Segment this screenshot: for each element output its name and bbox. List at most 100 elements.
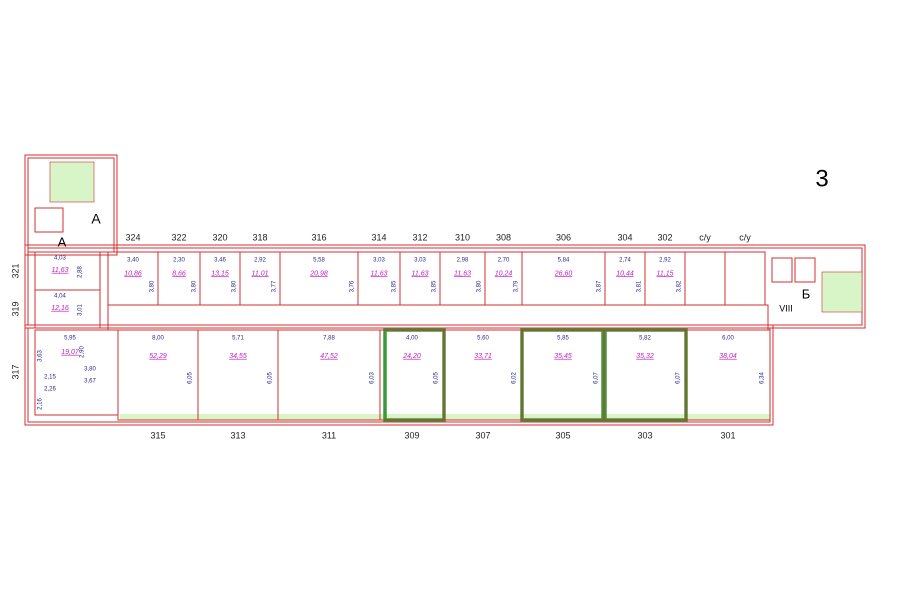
room-number: с/у [699, 232, 711, 242]
room [443, 329, 523, 421]
room-area: 26,60 [554, 270, 573, 277]
room-number: 317 [10, 364, 20, 379]
room-depth: 6,05 [268, 372, 274, 384]
room-number: 301 [720, 430, 735, 440]
room-depth: 3,77 [272, 280, 278, 292]
room-area: 11,63 [412, 270, 429, 277]
room-width: 3,03 [414, 258, 426, 264]
room-area: 11,63 [454, 270, 471, 277]
room-width: 5,58 [313, 258, 325, 264]
room [724, 251, 766, 306]
room [277, 329, 381, 421]
room-dimension: 2,15 [44, 375, 56, 381]
room-area: 8,66 [172, 270, 186, 277]
room [34, 289, 101, 329]
room [684, 251, 726, 306]
highlight [603, 328, 688, 422]
room [603, 329, 687, 421]
room-dimension: 2,16 [38, 398, 44, 410]
room-number: 315 [150, 430, 165, 440]
room-number: 318 [252, 232, 267, 242]
marker: VIII [779, 303, 793, 313]
room-depth: 3,85 [432, 280, 438, 292]
room-area: 11,63 [371, 270, 388, 277]
room-number: 307 [475, 430, 490, 440]
room [521, 329, 605, 421]
room-width: 2,70 [498, 258, 510, 264]
room-number: 302 [657, 232, 672, 242]
room-number: 308 [496, 232, 511, 242]
room-dimension: 3,80 [84, 367, 96, 373]
room-area: 12,16 [51, 305, 69, 312]
room-width: 4,00 [406, 336, 418, 342]
highlight [520, 328, 605, 422]
room-number: 304 [617, 232, 632, 242]
room-depth: 3,87 [597, 280, 603, 292]
room-number: 312 [412, 232, 427, 242]
room-number: 316 [311, 232, 326, 242]
room-depth: 3,79 [514, 280, 520, 292]
room-width: 2,30 [173, 258, 185, 264]
room-width: 7,88 [323, 336, 335, 342]
room [685, 329, 771, 421]
room-number: 311 [322, 430, 336, 440]
room-area: 10,24 [495, 270, 513, 277]
room-number: 324 [125, 232, 140, 242]
room-depth: 3,63 [38, 350, 44, 362]
room-width: 2,92 [659, 258, 671, 264]
room-depth: 3,01 [78, 304, 84, 316]
room-number: 303 [637, 430, 652, 440]
room-width: 2,98 [457, 258, 469, 264]
room-depth: 3,85 [392, 280, 398, 292]
room-dimension: 2,90 [80, 346, 86, 358]
room-area: 19,07 [61, 349, 80, 356]
room-area: 33,71 [474, 353, 492, 360]
room-dimension: 3,67 [84, 379, 96, 385]
room-area: 35,45 [554, 353, 572, 360]
room [34, 329, 119, 416]
room-number: 321 [10, 263, 20, 278]
room-number: 306 [556, 232, 571, 242]
room [197, 329, 279, 421]
room-depth: 3,81 [637, 280, 643, 292]
room-width: 5,85 [557, 336, 569, 342]
room-depth: 3,76 [350, 280, 356, 292]
room-area: 35,32 [636, 353, 654, 360]
room [117, 329, 199, 421]
room-area: 11,63 [52, 267, 69, 274]
room-depth: 3,80 [477, 280, 483, 292]
room-depth: 3,82 [677, 280, 683, 292]
room-width: 5,84 [558, 258, 570, 264]
room-depth: 6,03 [370, 372, 376, 384]
room-area: 52,29 [149, 353, 167, 360]
room-width: 5,71 [232, 336, 244, 342]
room-number: 305 [555, 430, 570, 440]
room-area: 24,20 [402, 353, 421, 360]
room-number: 310 [455, 232, 470, 242]
room-depth: 6,02 [512, 372, 518, 384]
room-area: 34,55 [229, 353, 247, 360]
room-width: 6,00 [722, 336, 734, 342]
room-width: 4,04 [54, 294, 66, 300]
room-number: 322 [171, 232, 186, 242]
room-depth: 3,80 [232, 280, 238, 292]
room-area: 20,98 [309, 270, 328, 277]
room-depth: 6,07 [594, 372, 600, 384]
room-width: 2,74 [619, 258, 631, 264]
room-depth: 6,05 [188, 372, 194, 384]
room-width: 5,82 [639, 336, 651, 342]
room-area: 47,52 [320, 353, 338, 360]
marker: А [91, 211, 101, 227]
room-area: 11,01 [252, 270, 269, 277]
room-area: 10,44 [616, 270, 634, 277]
room-width: 8,00 [152, 336, 164, 342]
room-width: 5,95 [64, 336, 76, 342]
room-width: 3,03 [373, 258, 385, 264]
room-depth: 2,88 [78, 266, 84, 278]
room-number: 309 [404, 430, 419, 440]
room-width: 4,03 [54, 256, 66, 262]
room-width: 3,40 [127, 258, 139, 264]
marker: А [58, 234, 67, 249]
room-area: 11,15 [657, 270, 674, 277]
